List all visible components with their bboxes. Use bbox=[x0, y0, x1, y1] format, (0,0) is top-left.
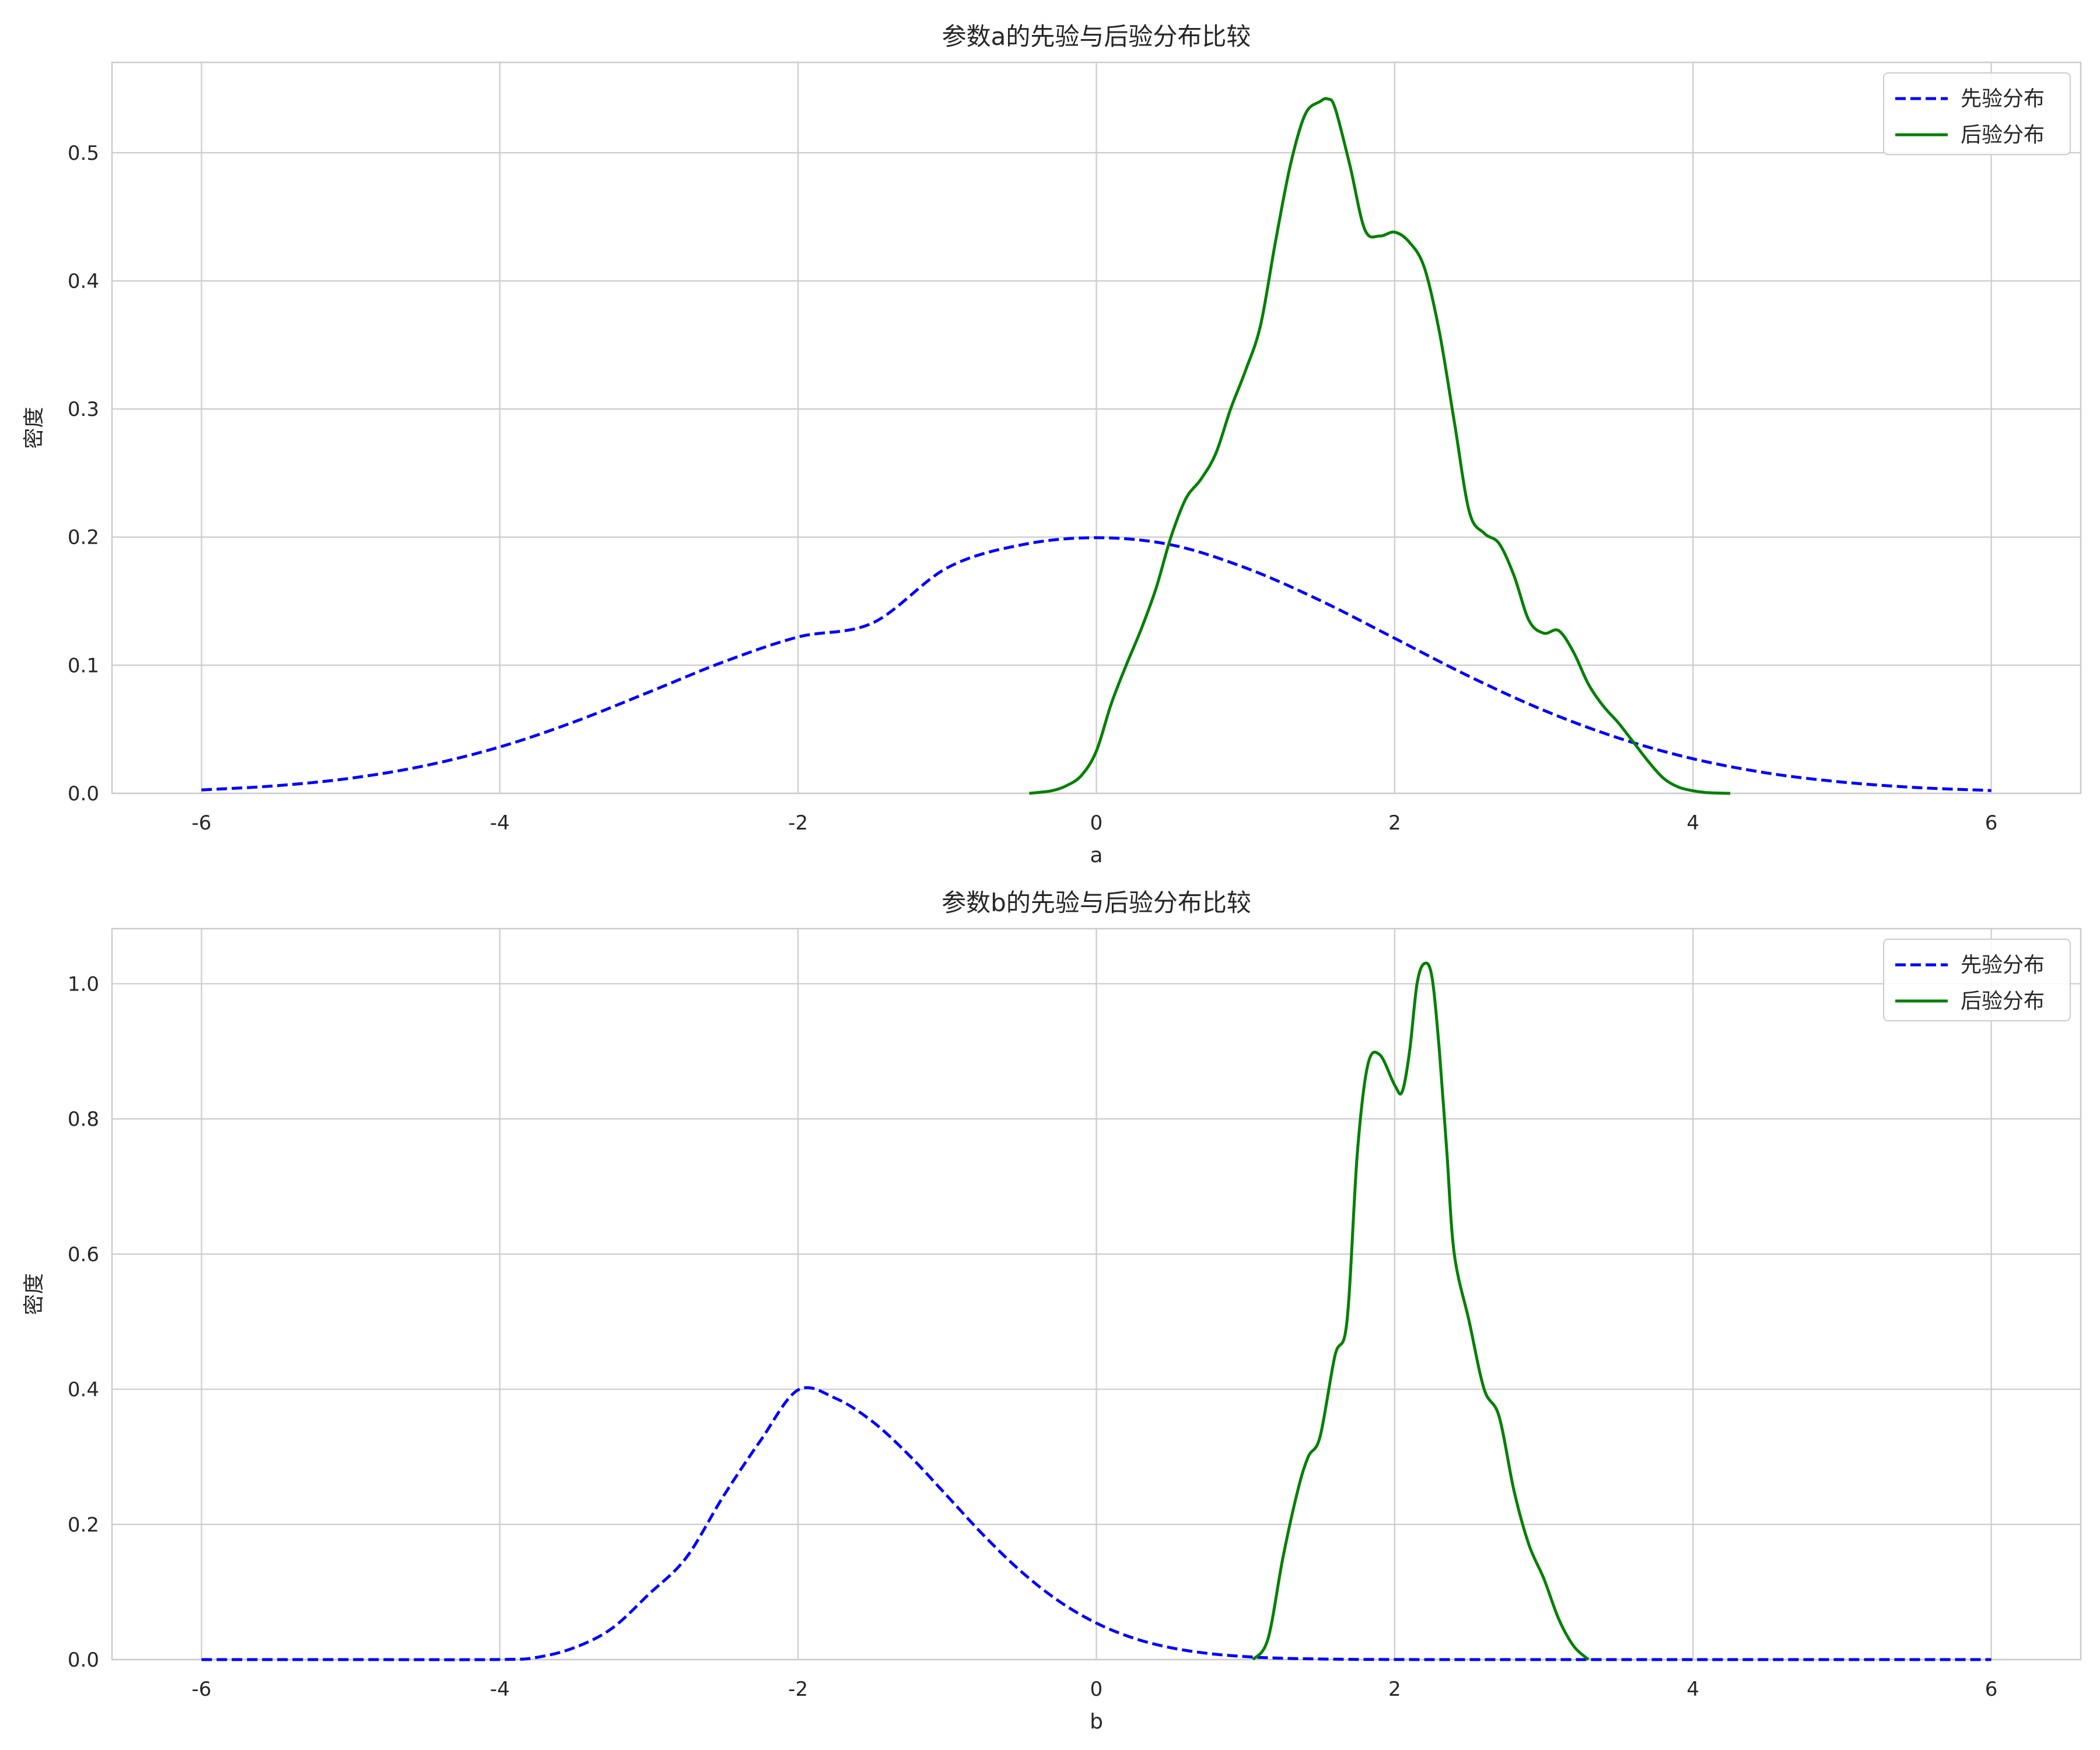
posterior-distribution-line bbox=[1029, 97, 1731, 795]
posterior-distribution-line bbox=[1251, 961, 1590, 1661]
chart-b: -6 -4 -2 0 2 4 6 0.0 0.2 0.4 0.6 0.8 1.0 参数b的先验与后验分布比… bbox=[22, 888, 2082, 1734]
legend-label: 先验分布 bbox=[1961, 87, 2045, 111]
y-tick-label: 0.2 bbox=[68, 526, 99, 550]
y-tick-label: 0.4 bbox=[68, 1378, 99, 1402]
y-tick-label: 0.6 bbox=[68, 1243, 99, 1266]
x-tick-label: 4 bbox=[1686, 811, 1699, 835]
y-tick-label: 0.3 bbox=[68, 398, 99, 421]
x-axis-label: b bbox=[1090, 1710, 1103, 1734]
x-tick-label: -4 bbox=[490, 1678, 510, 1701]
legend-label: 后验分布 bbox=[1961, 123, 2045, 147]
y-tick-label: 0.2 bbox=[68, 1513, 99, 1536]
plot-frame bbox=[111, 928, 2082, 1661]
y-axis-label: 密度 bbox=[22, 407, 46, 449]
x-axis-label: a bbox=[1090, 844, 1102, 867]
y-tick-label: 1.0 bbox=[68, 972, 99, 996]
x-tick-label: -2 bbox=[788, 1678, 808, 1701]
y-tick-label: 0.1 bbox=[68, 654, 99, 677]
x-tick-label: 6 bbox=[1985, 1678, 1998, 1701]
x-tick-label: -2 bbox=[788, 811, 808, 835]
x-tick-label: 4 bbox=[1686, 1678, 1699, 1701]
plot-frame bbox=[111, 61, 2082, 794]
chart-title: 参数a的先验与后验分布比较 bbox=[942, 22, 1251, 51]
x-tick-label: -6 bbox=[191, 811, 211, 835]
y-tick-label: 0.4 bbox=[68, 270, 99, 293]
x-tick-label: 6 bbox=[1985, 811, 1998, 835]
x-tick-label: -4 bbox=[490, 811, 510, 835]
x-tick-label: 0 bbox=[1090, 811, 1103, 835]
chart-a: -6 -4 -2 0 2 4 6 0.0 0.1 0.2 0.3 0.4 0.5 参数a的先验与后验分布比… bbox=[22, 22, 2082, 867]
y-tick-label: 0.8 bbox=[68, 1108, 99, 1131]
x-tick-label: -6 bbox=[191, 1678, 211, 1701]
y-tick-label: 0.5 bbox=[68, 142, 99, 165]
y-axis-label: 密度 bbox=[22, 1273, 46, 1315]
y-tick-label: 0.0 bbox=[68, 782, 99, 806]
prior-distribution-line bbox=[201, 1386, 1992, 1661]
prior-distribution-line bbox=[201, 536, 1992, 792]
legend-label: 先验分布 bbox=[1961, 953, 2045, 977]
chart-title: 参数b的先验与后验分布比较 bbox=[942, 888, 1251, 917]
y-tick-label: 0.0 bbox=[68, 1648, 99, 1672]
x-tick-label: 2 bbox=[1388, 811, 1401, 835]
legend-label: 后验分布 bbox=[1961, 989, 2045, 1013]
x-tick-label: 2 bbox=[1388, 1678, 1401, 1701]
x-tick-label: 0 bbox=[1090, 1678, 1103, 1701]
